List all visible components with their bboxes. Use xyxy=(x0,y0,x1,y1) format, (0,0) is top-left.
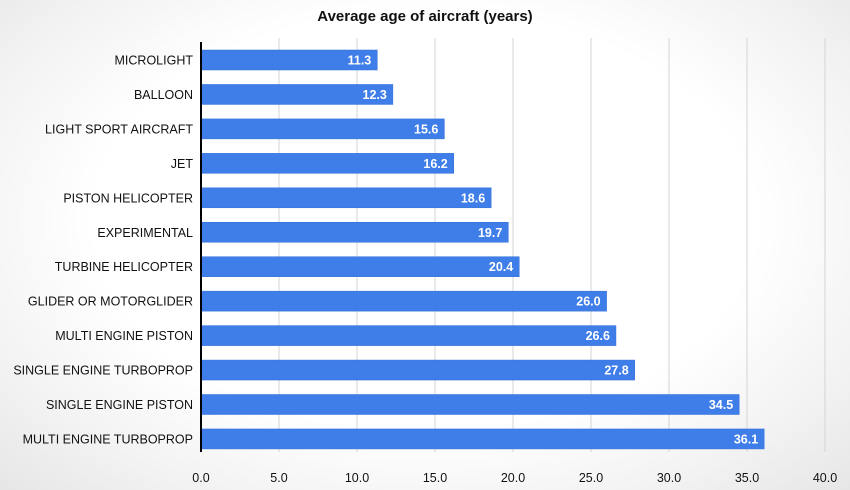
data-label: 19.7 xyxy=(478,226,502,240)
x-tick-label: 0.0 xyxy=(192,471,209,485)
category-label: LIGHT SPORT AIRCRAFT xyxy=(45,122,193,136)
category-label: SINGLE ENGINE TURBOPROP xyxy=(13,364,193,378)
category-label: TURBINE HELICOPTER xyxy=(55,260,193,274)
data-label: 20.4 xyxy=(489,260,513,274)
category-label: GLIDER OR MOTORGLIDER xyxy=(28,295,193,309)
data-label: 34.5 xyxy=(709,398,733,412)
x-tick-label: 10.0 xyxy=(345,471,369,485)
category-label: JET xyxy=(171,157,194,171)
data-label: 15.6 xyxy=(414,122,438,136)
bar xyxy=(200,394,740,415)
category-label: EXPERIMENTAL xyxy=(97,226,193,240)
bar xyxy=(200,359,635,381)
chart-title: Average age of aircraft (years) xyxy=(317,8,533,25)
bar xyxy=(200,187,492,209)
x-tick-label: 40.0 xyxy=(813,471,837,485)
category-label: BALLOON xyxy=(134,88,193,102)
category-labels: MICROLIGHT BALLOON LIGHT SPORT AIRCRAFT JET… xyxy=(13,54,193,447)
bar xyxy=(200,153,454,174)
bar xyxy=(200,428,765,450)
data-label: 26.6 xyxy=(586,329,610,343)
x-tick-label: 30.0 xyxy=(657,471,681,485)
x-tick-labels: 0.0 5.0 10.0 15.0 20.0 25.0 30.0 35.0 40.0 xyxy=(192,471,837,485)
category-label: MULTI ENGINE PISTON xyxy=(55,329,193,343)
x-tick-label: 35.0 xyxy=(735,471,759,485)
bar xyxy=(200,222,509,243)
x-tick-label: 25.0 xyxy=(579,471,603,485)
x-tick-label: 5.0 xyxy=(270,471,287,485)
data-label: 36.1 xyxy=(734,432,758,446)
category-label: MICROLIGHT xyxy=(115,54,194,68)
gridlines xyxy=(278,38,826,452)
data-label: 11.3 xyxy=(348,54,372,68)
category-label: PISTON HELICOPTER xyxy=(63,191,193,205)
data-label: 26.0 xyxy=(576,295,600,309)
bars: 11.3 12.3 15.6 16.2 18.6 19.7 20.4 26.0 26.6 27.8… xyxy=(200,49,765,450)
category-label: MULTI ENGINE TURBOPROP xyxy=(23,432,193,446)
bar xyxy=(200,290,607,312)
data-label: 27.8 xyxy=(604,364,628,378)
category-label: SINGLE ENGINE PISTON xyxy=(46,398,193,412)
x-tick-label: 15.0 xyxy=(423,471,447,485)
x-tick-label: 20.0 xyxy=(501,471,525,485)
data-label: 18.6 xyxy=(461,191,485,205)
bar xyxy=(200,118,445,140)
data-label: 12.3 xyxy=(363,88,387,102)
data-label: 16.2 xyxy=(423,157,447,171)
bar xyxy=(200,325,617,346)
bar xyxy=(200,256,520,277)
